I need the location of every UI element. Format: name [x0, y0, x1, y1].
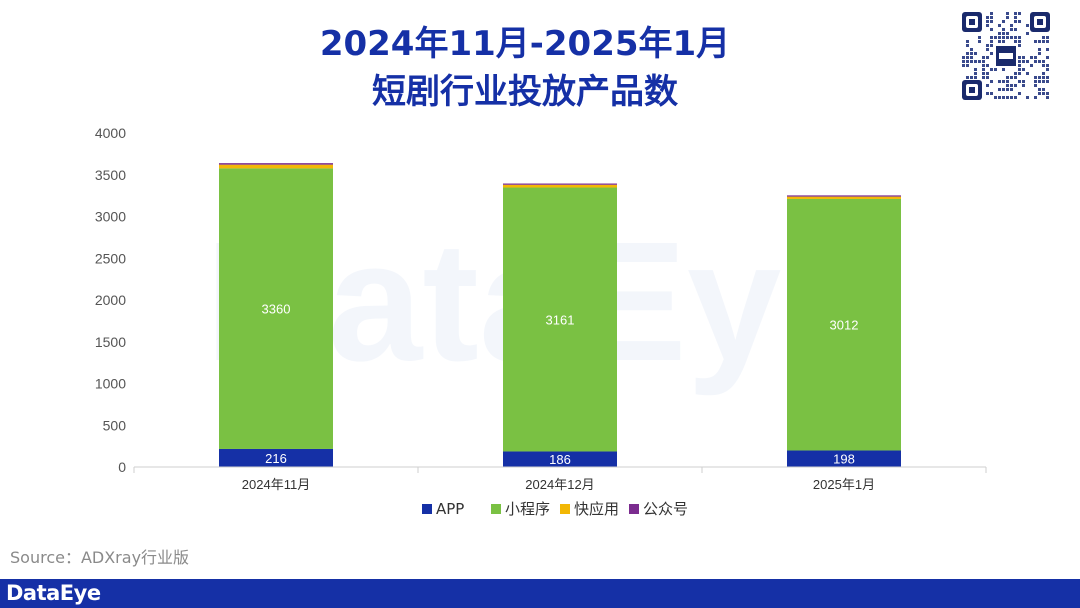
bar-segment — [503, 451, 617, 467]
bar-segment — [219, 164, 333, 169]
data-label: 3161 — [546, 312, 575, 327]
bar-segment — [503, 187, 617, 452]
footer-brand-logo: DataEye — [6, 581, 101, 605]
bar-segment — [787, 195, 901, 197]
bar-segment — [787, 196, 901, 199]
y-tick-label: 4000 — [95, 125, 126, 141]
qr-code-icon — [958, 8, 1054, 104]
y-tick-label: 3000 — [95, 209, 126, 225]
data-label: 186 — [549, 452, 571, 467]
footer-bar: DataEye — [0, 579, 1080, 608]
bar-segment — [219, 448, 333, 467]
legend-label: APP — [436, 500, 464, 518]
x-tick-label: 2025年1月 — [813, 477, 875, 492]
legend-label: 公众号 — [643, 500, 688, 518]
x-tick-label: 2024年11月 — [242, 477, 310, 492]
y-tick-label: 3500 — [95, 167, 126, 183]
data-label: 3012 — [830, 318, 859, 333]
legend-swatch — [629, 504, 639, 514]
data-label: 216 — [265, 451, 287, 466]
stacked-bar-chart: DataEye 05001000150020002500300035004000… — [95, 125, 987, 518]
chart-title-line1: 2024年11月-2025年1月 — [319, 24, 731, 64]
chart-title-line2: 短剧行业投放产品数 — [372, 72, 678, 112]
legend-label: 小程序 — [505, 500, 550, 518]
y-tick-label: 0 — [118, 459, 126, 475]
bar-segment — [503, 183, 617, 185]
source-note: Source：ADXray行业版 — [10, 548, 190, 567]
legend-swatch — [560, 504, 570, 514]
legend-swatch — [491, 504, 501, 514]
bar-segment — [219, 163, 333, 165]
x-tick-label: 2024年12月 — [525, 477, 594, 492]
y-tick-label: 2000 — [95, 292, 126, 308]
y-tick-label: 1500 — [95, 334, 126, 350]
bar-segment — [787, 198, 901, 451]
bar-segment — [787, 450, 901, 467]
legend-label: 快应用 — [574, 500, 619, 518]
y-tick-label: 1000 — [95, 376, 126, 392]
bar-segment — [219, 168, 333, 449]
y-tick-label: 2500 — [95, 250, 126, 266]
data-label: 198 — [833, 452, 855, 467]
legend-swatch — [422, 504, 432, 514]
data-label: 3360 — [262, 302, 291, 317]
bar-segment — [503, 184, 617, 188]
y-tick-label: 500 — [103, 417, 127, 433]
